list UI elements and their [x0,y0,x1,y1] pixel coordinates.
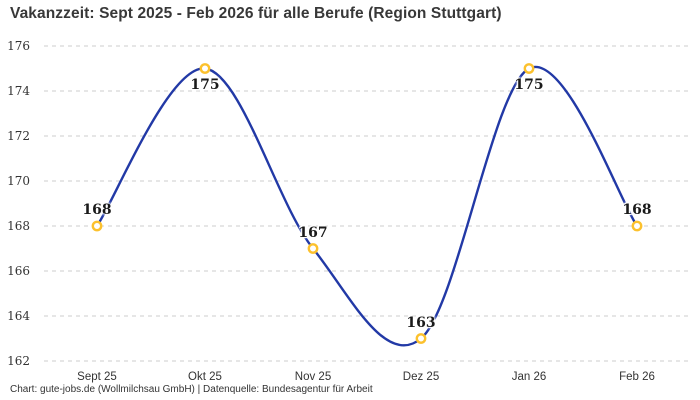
y-axis-tick-label-170: 170 [7,174,30,188]
y-axis-tick-label-174: 174 [7,84,30,98]
chart-footer: Chart: gute-jobs.de (Wollmilchsau GmbH) … [10,384,373,395]
data-line [95,65,639,347]
y-axis-tick-label-172: 172 [7,129,30,143]
data-point-value-label-4: 175 [514,76,544,93]
data-point-value-label-2: 167 [298,224,328,241]
y-axis-tick-label-166: 166 [7,264,30,278]
data-point-marker-Feb 26[interactable] [631,220,643,232]
x-axis-tick-label-5: Feb 26 [619,371,655,383]
data-point-value-label-5: 168 [622,202,652,218]
x-axis-tick-label-2: Nov 25 [294,371,332,383]
y-axis-tick-label-168: 168 [7,219,30,233]
x-axis-tick-label-1: Okt 25 [188,371,222,383]
data-point-marker-Okt 25[interactable] [199,63,211,74]
x-axis-tick-label-0: Sept 25 [77,371,117,383]
chart-title: Vakanzzeit: Sept 2025 - Feb 2026 für all… [10,5,502,22]
data-point-marker-Nov 25[interactable] [307,243,319,254]
data-point-marker-Sept 25[interactable] [91,220,103,232]
data-point-marker-Jan 26[interactable] [523,63,535,74]
data-point-value-label-1: 175 [190,76,220,93]
x-axis-tick-label-4: Jan 26 [511,371,547,383]
data-point-value-label-0: 168 [82,202,112,218]
y-axis-tick-label-176: 176 [7,39,30,53]
data-point-value-label-3: 163 [406,314,436,331]
y-axis-tick-label-164: 164 [7,309,30,323]
y-axis-tick-label-162: 162 [7,354,30,368]
data-point-marker-Dez 25[interactable] [415,333,427,344]
x-axis-tick-label-3: Dez 25 [402,371,440,383]
